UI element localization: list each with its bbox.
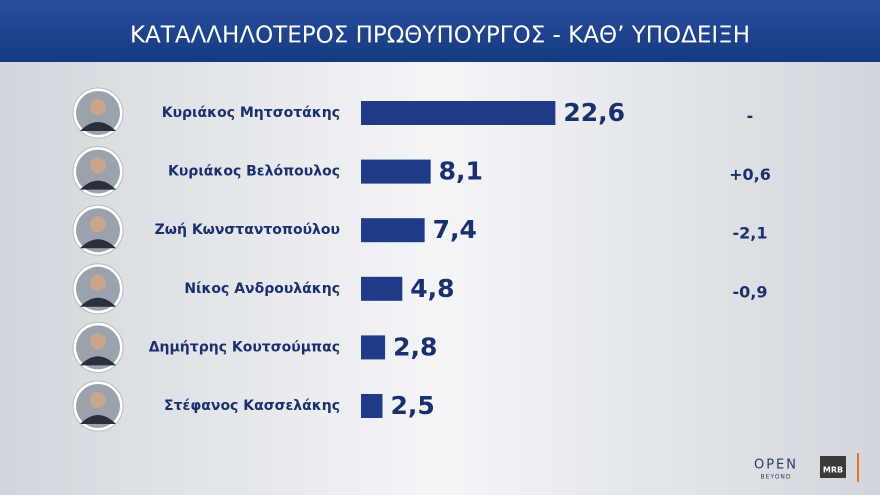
photo-head: [90, 216, 106, 233]
value-label: 2,5: [391, 391, 435, 420]
chart-title: ΚΑΤΑΛΛΗΛΟΤΕΡΟΣ ΠΡΩΘΥΠΟΥΡΓΟΣ - ΚΑΘ’ ΥΠΟΔΕ…: [130, 23, 750, 49]
photo: [72, 146, 124, 198]
category-label: Στέφανος Κασσελάκης: [164, 398, 340, 414]
photo: [72, 380, 124, 432]
header: [0, 0, 880, 62]
category-label: Ζωή Κωνσταντοπούλου: [155, 222, 340, 238]
category-label: Νίκος Ανδρουλάκης: [184, 281, 340, 297]
category-label: Δημήτρης Κουτσούμπας: [149, 339, 340, 355]
channel-logo: OPEN: [754, 458, 798, 473]
value-label: 8,1: [439, 157, 483, 186]
photo-body: [80, 415, 116, 424]
change-label: -2,1: [733, 224, 768, 243]
photo-head: [90, 157, 106, 174]
photo-body: [80, 239, 116, 249]
photo-body: [80, 180, 116, 190]
value-label: 22,6: [563, 98, 625, 127]
bar: [361, 276, 403, 301]
pollster-logo: MRB: [823, 466, 843, 475]
photo-head: [90, 333, 106, 350]
photo: [72, 87, 124, 139]
photo-body: [80, 356, 116, 366]
change-label: +0,6: [729, 165, 771, 184]
photo-body: [80, 297, 116, 307]
pollster-box: [820, 456, 846, 478]
photo-head: [90, 392, 106, 408]
bar: [361, 335, 386, 360]
bar: [361, 394, 383, 418]
change-label: -: [747, 107, 754, 126]
photo-body: [80, 122, 116, 131]
bar: [361, 159, 431, 184]
photo: [72, 204, 124, 256]
photo-head: [90, 99, 106, 115]
logo: OPEN BEYOND MRB: [754, 453, 859, 482]
value-label: 2,8: [393, 332, 437, 361]
category-label: Κυριάκος Μητσοτάκης: [162, 105, 340, 121]
photo: [72, 321, 124, 373]
bar: [361, 101, 556, 125]
value-label: 7,4: [433, 215, 477, 244]
bar: [361, 218, 425, 243]
photo-head: [90, 274, 106, 291]
value-label: 4,8: [410, 274, 454, 303]
channel-tagline: BEYOND: [760, 474, 791, 481]
category-label: Κυριάκος Βελόπουλος: [168, 164, 340, 180]
change-label: -0,9: [733, 282, 768, 301]
photo: [72, 263, 124, 315]
